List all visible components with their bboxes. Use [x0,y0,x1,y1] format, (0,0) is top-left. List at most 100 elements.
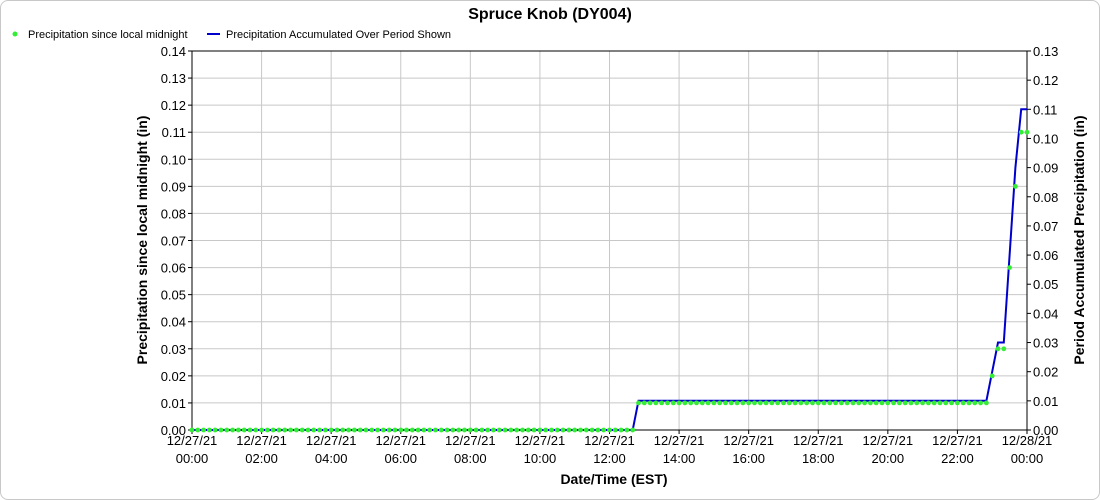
data-point [740,400,746,406]
data-point [781,400,786,406]
data-point [659,400,665,406]
data-point [769,400,775,406]
x-tick-time: 08:00 [454,451,487,466]
data-point [636,400,641,406]
y-right-tick-label: 0.01 [1033,394,1058,409]
data-point [247,427,253,433]
data-point [873,400,879,406]
data-point [485,427,491,433]
data-point [212,427,218,433]
data-point [514,427,520,433]
data-point [409,427,415,433]
data-point [966,400,972,406]
data-point [352,427,357,433]
data-point [960,400,966,406]
x-tick-date: 12/27/21 [654,433,705,448]
data-point [520,427,525,433]
data-point [630,427,636,433]
data-point [821,400,827,406]
data-point [978,400,983,406]
data-point [641,400,647,406]
data-point [827,400,833,406]
data-point [334,427,340,433]
data-point [757,400,763,406]
y-left-tick-label: 0.06 [161,261,186,276]
data-point [427,427,433,433]
data-point [346,427,351,433]
data-point [920,400,925,406]
data-point [624,427,630,433]
data-point [943,400,949,406]
y-left-tick-label: 0.13 [161,71,186,86]
data-point [792,400,798,406]
data-point [868,400,873,406]
data-point [340,427,346,433]
data-point [972,400,978,406]
data-point [450,427,456,433]
data-point [798,400,804,406]
x-tick-time: 10:00 [524,451,557,466]
data-point [601,427,607,433]
data-point [763,400,769,406]
data-point [560,427,566,433]
y-left-tick-label: 0.04 [161,315,186,330]
data-point [421,427,427,433]
data-point [363,427,369,433]
data-point [775,400,781,406]
legend-label-precip-since-midnight: Precipitation since local midnight [28,29,188,41]
data-point [253,427,259,433]
data-point [189,427,195,433]
data-point [305,427,311,433]
x-tick-time: 22:00 [941,451,974,466]
y-axis-left-title: Precipitation since local midnight (in) [134,116,150,365]
data-point [549,427,554,433]
data-point [850,400,856,406]
data-point [931,400,937,406]
data-point [833,400,838,406]
data-point [647,400,653,406]
y-axis-left: 0.00 0.01 0.02 0.03 0.04 0.05 0.06 0.07 0.08 0.09… [161,44,192,438]
data-point [989,373,995,379]
data-point [369,427,375,433]
data-point [508,427,514,433]
data-point [398,427,404,433]
x-tick-date: 12/28/21 [1002,433,1053,448]
x-tick-date: 12/27/21 [932,433,983,448]
x-tick-time: 16:00 [732,451,765,466]
x-tick-time: 12:00 [593,451,626,466]
data-point [949,400,954,406]
data-point [276,427,282,433]
data-point [323,427,328,433]
data-point [357,427,363,433]
data-point [525,427,531,433]
y-right-tick-label: 0.12 [1033,73,1058,88]
data-point [537,427,543,433]
data-point [618,427,624,433]
data-point [926,400,931,406]
data-point [583,427,589,433]
x-tick-date: 12/27/21 [306,433,357,448]
data-point [195,427,201,433]
data-point [705,400,711,406]
x-tick-time: 00:00 [176,451,209,466]
data-point [815,400,821,406]
x-tick-time: 14:00 [663,451,696,466]
series-precip-since-midnight [189,129,1030,433]
data-point [566,427,572,433]
y-right-tick-label: 0.06 [1033,248,1058,263]
data-point [392,427,398,433]
data-point [473,427,479,433]
data-point [902,400,908,406]
data-point [328,427,334,433]
x-tick-date: 12/27/21 [584,433,635,448]
x-tick-time: 18:00 [802,451,835,466]
data-point [885,400,891,406]
y-axis-right: 0.00 0.01 0.02 0.03 0.04 0.05 0.06 0.07 0.08 0.09… [1027,44,1058,438]
x-tick-date: 12/27/21 [723,433,774,448]
y-left-tick-label: 0.11 [162,125,186,140]
data-point [676,400,682,406]
data-point [288,427,293,433]
data-point [294,427,299,433]
y-left-tick-label: 0.01 [161,396,186,411]
